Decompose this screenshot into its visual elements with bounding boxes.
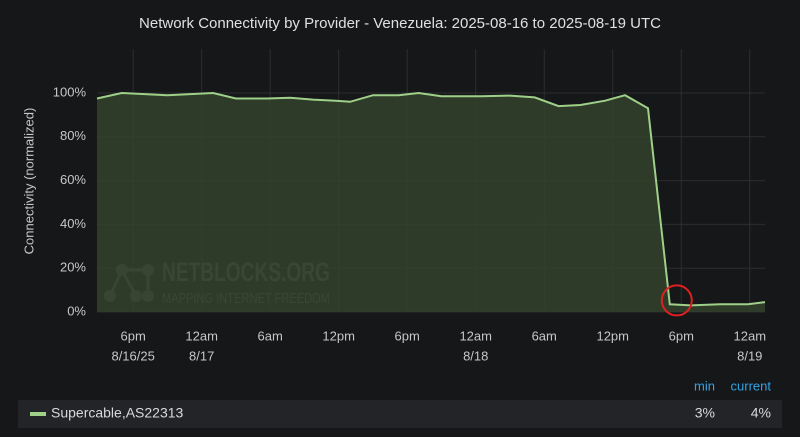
y-tick-label: 0% <box>67 303 86 318</box>
highlight-circle <box>660 284 693 317</box>
legend-row <box>18 400 782 428</box>
chart-title: Network Connectivity by Provider - Venez… <box>139 15 661 32</box>
area-fill <box>97 93 765 312</box>
x-tick-label: 6am <box>532 328 557 343</box>
legend-label: Supercable,AS22313 <box>51 405 184 421</box>
x-tick-label: 8/17 <box>189 348 214 363</box>
x-tick-label: 12am <box>459 328 492 343</box>
x-tick-label: 12pm <box>322 328 355 343</box>
legend-header: current <box>731 378 772 393</box>
y-tick-label: 40% <box>60 216 86 231</box>
legend-header: min <box>694 378 715 393</box>
x-tick-label: 6pm <box>121 328 146 343</box>
x-tick-label: 12pm <box>596 328 629 343</box>
x-tick-label: 8/16/25 <box>111 348 154 363</box>
series-line <box>96 91 766 307</box>
y-tick-label: 60% <box>60 172 86 187</box>
x-tick-label: 12am <box>185 328 218 343</box>
x-tick-label: 6am <box>258 328 283 343</box>
legend-stat: 3% <box>695 405 715 421</box>
x-tick-label: 8/18 <box>463 348 488 363</box>
x-tick-label: 6pm <box>669 328 694 343</box>
y-axis-label: Connectivity (normalized) <box>21 108 36 255</box>
y-tick-label: 100% <box>53 84 87 99</box>
y-tick-label: 20% <box>60 260 86 275</box>
x-tick-label: 8/19 <box>737 348 762 363</box>
legend-stat: 4% <box>751 405 771 421</box>
x-tick-label: 12am <box>734 328 767 343</box>
x-tick-label: 6pm <box>395 328 420 343</box>
y-tick-label: 80% <box>60 128 86 143</box>
